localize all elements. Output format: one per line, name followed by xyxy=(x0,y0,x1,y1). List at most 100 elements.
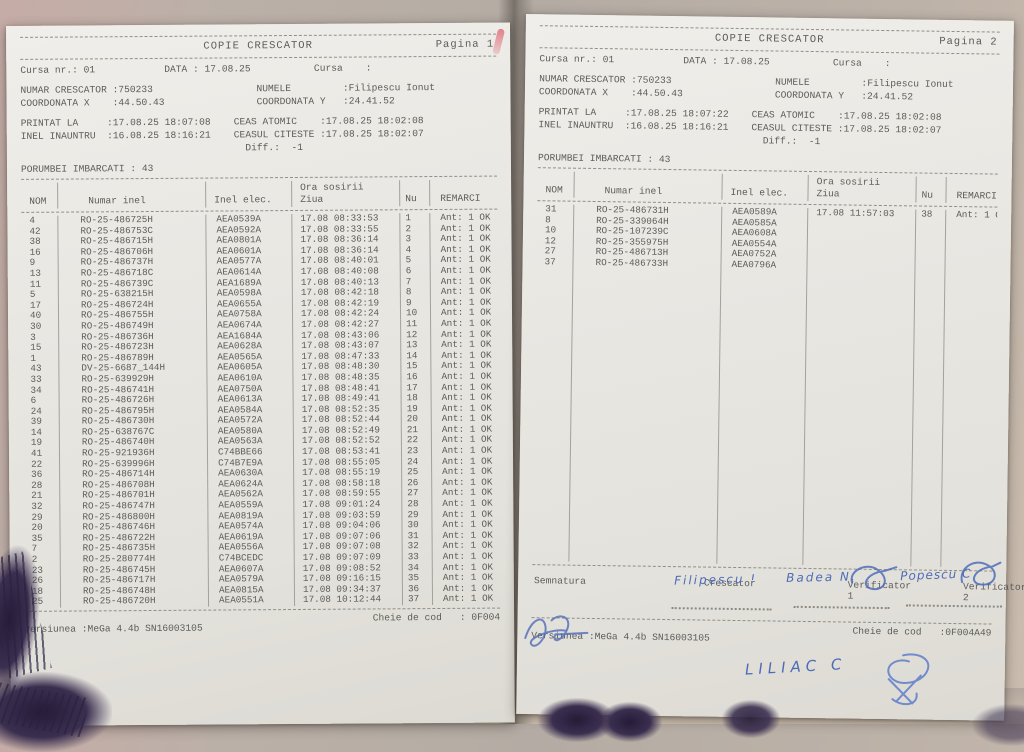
table-cell: 4 xyxy=(399,244,430,256)
col-ziua: Ziua xyxy=(816,188,840,200)
table-cell: 10 xyxy=(399,308,431,320)
table-cell: 24 xyxy=(401,456,432,468)
table-cell: C74BBE66 xyxy=(206,447,294,459)
report-page-2: COPIE CRESCATOR Pagina 2 Cursa nr.: 01 D… xyxy=(516,14,1024,721)
table-cell: Ant: 1 OK xyxy=(430,445,500,457)
table-cell: Ant: 1 OK xyxy=(431,498,500,510)
table-cell: 9 xyxy=(29,258,36,269)
table-cell: Ant: 1 OK xyxy=(431,519,500,531)
table-cell: 33 xyxy=(401,552,432,563)
table-cell: 17.08 08:43:06 xyxy=(292,329,401,342)
table-cell: 35 xyxy=(31,533,43,544)
table-cell: 32 xyxy=(31,501,43,512)
table-cell: Ant: 1 OK xyxy=(430,403,499,415)
table-cell: 17.08 08:36:14 xyxy=(291,234,400,246)
table-cell: 34 xyxy=(30,385,42,396)
software-version: Versiunea :MeGa 4.4b SN16003105 xyxy=(24,622,203,635)
table-cell: Ant: 1 OK xyxy=(429,265,498,277)
table-cell: AEA0655A xyxy=(205,298,292,310)
table-cell: 27 xyxy=(544,246,556,257)
table-cell: 17.08 08:42:27 xyxy=(292,319,401,331)
table-cell: AEA0628A xyxy=(206,341,293,353)
table-cell: 17.08 08:48:35 xyxy=(292,372,401,384)
table-cell: Ant: 1 OK xyxy=(430,360,499,372)
table-cell: 36 xyxy=(401,583,432,595)
table-cell: 17.08 08:52:35 xyxy=(292,403,401,416)
table-cell: 28 xyxy=(401,499,432,510)
table-cell: 9 xyxy=(399,297,430,309)
table-cell: 36 xyxy=(31,469,43,481)
tassel-bottom-right xyxy=(722,700,780,738)
table-cell: 37 xyxy=(544,257,556,268)
table-cell: Ant: 1 OK xyxy=(429,244,498,256)
table-cell: AEA0598A xyxy=(205,288,292,300)
table-cell xyxy=(914,251,945,263)
table-cell: Ant: 1 OK xyxy=(429,212,498,224)
table-cell: Ant: 1 OK xyxy=(429,254,498,267)
report-title: COPIE CRESCATOR xyxy=(203,39,313,53)
col-nom: NOM xyxy=(545,184,563,196)
table-cell: 35 xyxy=(401,573,432,585)
table-cell: 17.08 08:40:08 xyxy=(291,266,400,278)
table-cell: 4 xyxy=(29,215,35,226)
table-header: NOM Numar inel Inel elec. Ora sosirii Ziu… xyxy=(21,179,498,209)
table-cell: 21 xyxy=(31,491,43,502)
table-cell xyxy=(914,230,946,242)
table-cell: AEA1684A xyxy=(206,330,293,342)
table-cell: 28 xyxy=(31,480,43,491)
table-cell: 17.08 08:33:55 xyxy=(291,223,400,236)
table-cell: Ant: 1 OK xyxy=(430,382,499,394)
table-cell: 17.08 09:07:06 xyxy=(293,531,402,543)
table-cell: Ant: 1 OK xyxy=(429,307,499,319)
table-cell: 25 xyxy=(401,467,432,479)
table-cell: Ant: 1 OK xyxy=(431,488,500,500)
table-cell: 1 xyxy=(399,213,430,224)
col-numar-inel: Numar inel xyxy=(88,195,146,207)
table-cell: 17.08 08:52:44 xyxy=(292,414,401,426)
table-cell: 17.08 08:55:19 xyxy=(293,467,402,479)
table-cell: 42 xyxy=(29,226,41,237)
table-cell: 22 xyxy=(31,459,43,470)
table-cell: 8 xyxy=(545,214,551,225)
table-cell: AEA0619A xyxy=(207,531,294,544)
table-cell: AEA0614A xyxy=(205,266,292,279)
col-nu: Nu xyxy=(921,189,934,201)
col-inel-elec: Inel elec. xyxy=(214,194,272,206)
table-cell: 39 xyxy=(30,416,42,428)
table-cell: Ant: 1 OK xyxy=(430,318,499,330)
table-cell: 13 xyxy=(29,268,41,279)
table-cell: 34 xyxy=(401,562,432,574)
report-title: COPIE CRESCATOR xyxy=(714,32,825,47)
col-nom: NOM xyxy=(29,195,47,207)
table-cell: 26 xyxy=(401,477,432,489)
table-cell: 30 xyxy=(401,520,432,532)
table-cell: 17.08 08:53:41 xyxy=(292,446,402,458)
table-cell: AEA0815A xyxy=(207,584,294,596)
table-cell: AEA0592A xyxy=(205,224,292,236)
table-cell: 8 xyxy=(399,287,430,299)
table-cell: 17.08 08:49:41 xyxy=(292,393,401,405)
dashed-divider xyxy=(20,55,497,60)
table-cell: 11 xyxy=(400,318,431,330)
table-cell: 17.08 08:58:18 xyxy=(293,478,402,490)
table-cell: Ant: 1 OK xyxy=(429,223,498,235)
table-cell: Ant: 1 OK xyxy=(429,286,498,298)
page-number: Pagina 2 xyxy=(939,35,998,49)
header-block: Cursa nr.: 01 DATA : 17.08.25 Cursa : NUM… xyxy=(20,61,497,176)
table-cell: 17.08 09:07:08 xyxy=(293,541,402,554)
table-cell: 19 xyxy=(30,438,43,449)
table-cell: 23 xyxy=(400,446,432,457)
table-cell: 1 xyxy=(30,353,36,364)
table-cell: 17.08 08:47:33 xyxy=(292,350,401,363)
table-cell: AEA0750A xyxy=(206,383,293,395)
table-cell: 31 xyxy=(401,530,432,542)
table-cell xyxy=(944,231,998,243)
table-cell: 5 xyxy=(29,289,36,300)
table-cell: AEA0579A xyxy=(207,574,294,586)
table-cell: 3 xyxy=(30,332,36,343)
table-cell: 12 xyxy=(544,235,557,247)
report-page-1: COPIE CRESCATOR Pagina 1 Cursa nr.: 01 D… xyxy=(6,22,515,726)
table-cell: 38 xyxy=(29,236,41,248)
table-cell: 41 xyxy=(30,448,43,459)
